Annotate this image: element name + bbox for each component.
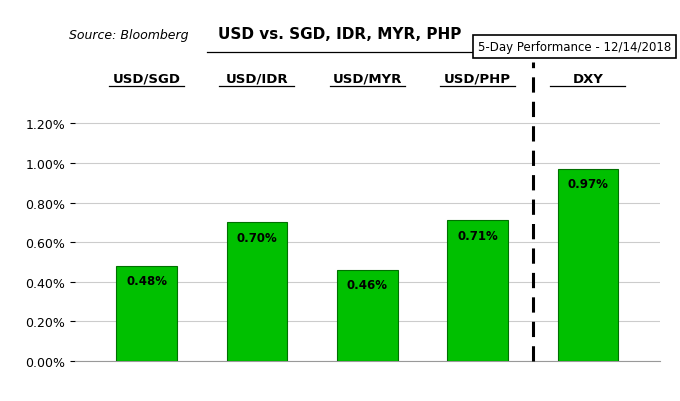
Text: USD/PHP: USD/PHP <box>444 73 511 85</box>
Bar <box>447 221 508 361</box>
Text: 0.71%: 0.71% <box>457 229 498 242</box>
Text: 0.70%: 0.70% <box>237 231 277 244</box>
Bar <box>558 170 618 361</box>
Bar <box>116 266 177 361</box>
Text: USD/SGD: USD/SGD <box>112 73 180 85</box>
Text: USD vs. SGD, IDR, MYR, PHP: USD vs. SGD, IDR, MYR, PHP <box>218 27 462 42</box>
Text: USD/MYR: USD/MYR <box>333 73 402 85</box>
Text: 0.46%: 0.46% <box>347 278 388 292</box>
Text: 0.48%: 0.48% <box>126 274 167 288</box>
Bar <box>226 223 287 361</box>
Text: USD/IDR: USD/IDR <box>226 73 288 85</box>
Text: 5-Day Performance - 12/14/2018: 5-Day Performance - 12/14/2018 <box>478 41 671 54</box>
Text: Source: Bloomberg: Source: Bloomberg <box>69 29 189 42</box>
Bar <box>337 270 398 361</box>
Text: 0.97%: 0.97% <box>567 178 609 191</box>
Text: DXY: DXY <box>573 73 603 85</box>
